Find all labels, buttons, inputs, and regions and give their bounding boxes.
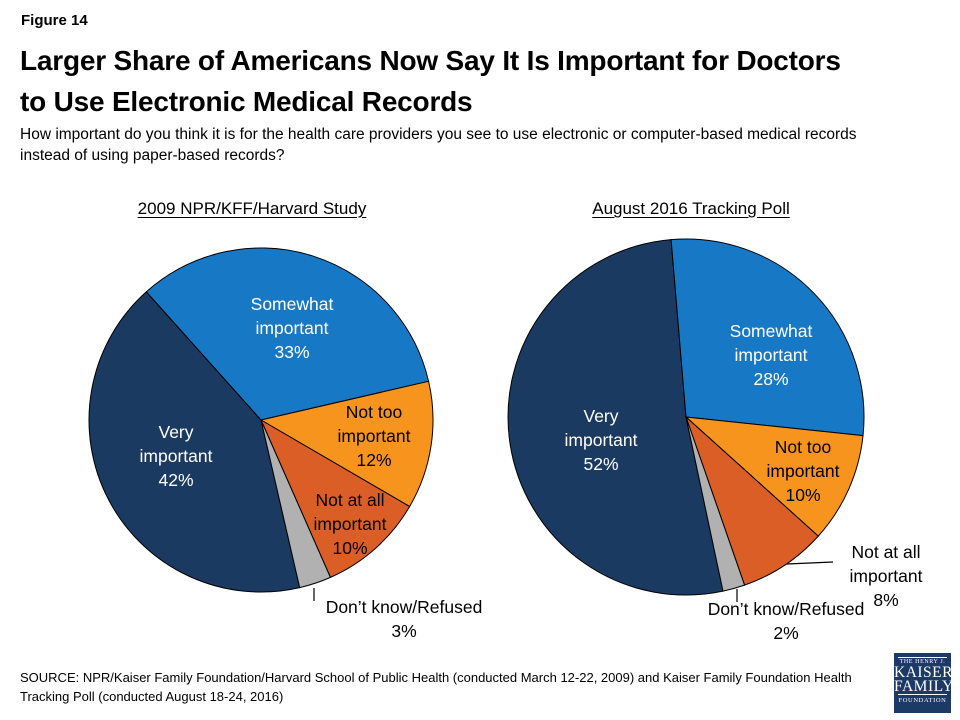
pie-slice-somewhat-important-2016 [670,238,865,437]
figure-label: Figure 14 [21,12,88,29]
kff-logo: THE HENRY J. KAISER FAMILY FOUNDATION [894,653,954,713]
pie-slice-don-t-know-refused-2016 [685,416,746,592]
page-title: Larger Share of Americans Now Say It Is … [20,40,841,122]
label-dont-know-refused-2016-text: Don’t know/Refused [707,599,865,619]
pie-slice-don-t-know-refused-2009 [260,419,332,589]
logo-top-text: THE HENRY J. [899,659,946,665]
pie-slice-somewhat-important-2009 [145,247,430,421]
pie-slice-label-not-too-important-2009: Not too important 12% [338,402,411,470]
pie-slice-not-too-important-2009 [259,380,434,508]
logo-bottom-rule [898,694,947,695]
pie-slice-very-important-2016 [507,239,724,596]
pie-slice-label-somewhat-important-2009: Somewhat important 33% [251,294,334,362]
label-dont-know-refused-2009: Don’t know/Refused 3% [284,595,524,643]
page-title-line-1: Larger Share of Americans Now Say It Is … [20,45,841,76]
chart-title-2016: August 2016 Tracking Poll [592,199,790,218]
page-title-line-2: to Use Electronic Medical Records [20,86,473,117]
pie-slice-label-very-important-2016: Very important 52% [565,406,638,474]
label-not-at-all-important-2016-text: Not at all important [849,542,923,586]
chart-title-2009: 2009 NPR/KFF/Harvard Study [137,199,367,218]
pie-slice-very-important-2009 [88,291,301,593]
logo-top-rule [898,657,947,658]
pie-slice-not-at-all-important-2009 [259,418,411,579]
page-subtitle: How important do you think it is for the… [20,126,857,164]
pie-slice-label-somewhat-important-2016: Somewhat important 28% [730,321,813,389]
pie-slice-label-not-at-all-important-2009: Not at all important 10% [314,490,387,558]
logo-family-text: FAMILY [894,678,954,695]
label-not-at-all-important-2016-pct: 8% [873,590,899,610]
pie-slice-label-very-important-2009: Very important 42% [140,422,213,490]
pie-slice-label-not-too-important-2016: Not too important 10% [767,437,840,505]
pie-slice-not-at-all-important-2016 [685,416,819,586]
pie-slice-not-too-important-2016 [684,416,864,537]
leader-line-2016-0 [786,561,834,565]
label-dont-know-refused-2009-text: Don’t know/Refused [325,597,483,617]
logo-kaiser-text: KAISER [894,664,953,681]
label-dont-know-refused-2016-pct: 2% [773,623,799,643]
label-dont-know-refused-2009-pct: 3% [391,621,417,641]
logo-foundation-text: FOUNDATION [898,697,947,704]
source-note: SOURCE: NPR/Kaiser Family Foundation/Har… [20,670,852,704]
label-dont-know-refused-2016: Don’t know/Refused 2% [666,597,906,645]
label-not-at-all-important-2016: Not at all important 8% [834,540,938,612]
